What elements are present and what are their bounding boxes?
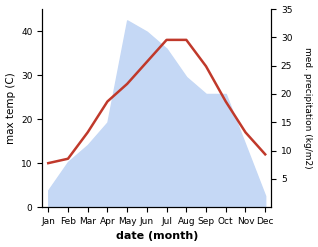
Y-axis label: max temp (C): max temp (C) (5, 72, 16, 144)
Y-axis label: med. precipitation (kg/m2): med. precipitation (kg/m2) (303, 47, 313, 169)
X-axis label: date (month): date (month) (115, 231, 198, 242)
